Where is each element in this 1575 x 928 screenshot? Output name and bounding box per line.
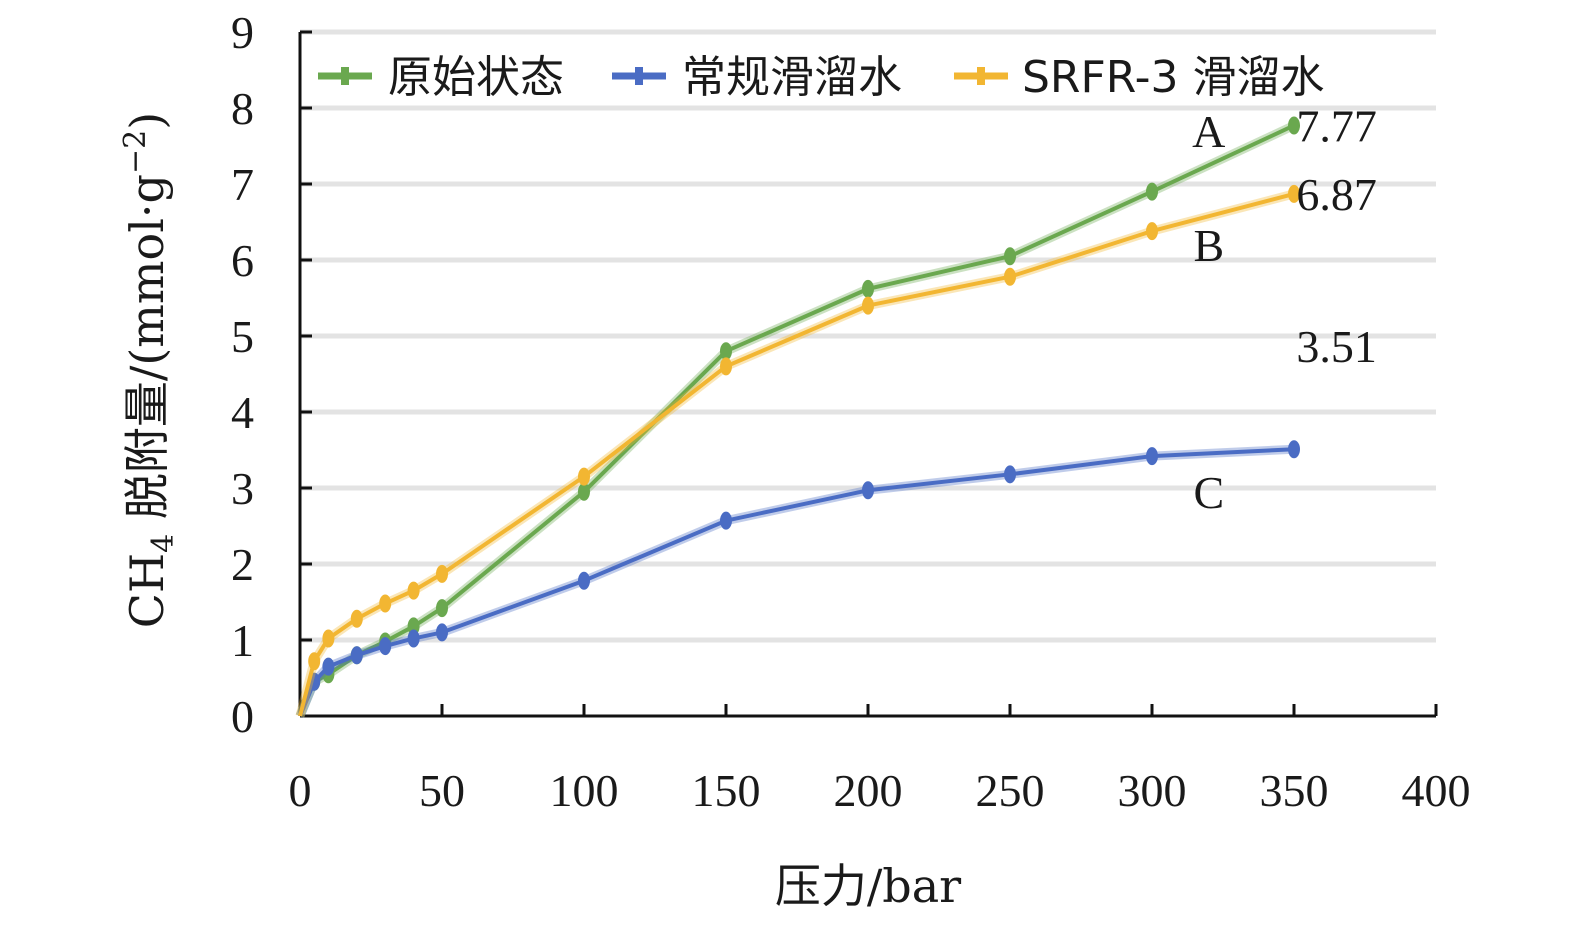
data-point [1288,184,1300,203]
data-point [1146,182,1158,201]
legend-marker [341,67,349,85]
data-point [350,646,363,665]
x-tick-label: 400 [1402,765,1471,816]
y-axis-title: CH4 脱附量/(mmol·g−2) [118,112,181,628]
data-point [1288,116,1300,135]
data-point [1146,222,1158,241]
legend-marker [635,67,643,85]
data-point [436,564,448,583]
data-point [1004,247,1016,266]
series-2 [295,440,1300,718]
data-point [862,279,874,298]
x-tick-label: 100 [550,765,619,816]
series-3 [295,184,1300,718]
data-point [407,629,420,648]
data-point [720,342,732,361]
data-point [436,623,448,642]
x-axis-title: 压力/bar [775,859,961,913]
y-axis-title-text: 脱附量/(mmol·g [120,174,174,534]
data-point [720,511,732,530]
data-point [720,357,732,376]
data-point [407,581,420,600]
legend-marker [977,67,985,85]
data-point [578,467,590,486]
series-lines [295,116,1300,718]
chart-annotation: 6.87 [1296,169,1377,220]
data-point [1288,440,1300,459]
x-tick-label: 0 [289,765,312,816]
x-tick-label: 50 [419,765,465,816]
y-tick-label: 4 [231,387,254,438]
data-point [379,594,392,613]
data-point [578,482,590,501]
chart-annotation: 7.77 [1296,100,1377,151]
data-point [862,481,874,500]
data-point [308,652,321,671]
data-point [322,657,335,676]
tick-marks: 0 50 100 150 200 250 300 350 400 0 1 2 3 4 5 6 7 8 9 [231,7,1471,816]
chart-annotation: B [1193,220,1224,271]
legend-label: SRFR-3 滑溜水 [1022,52,1324,103]
x-tick-label: 300 [1118,765,1187,816]
y-tick-label: 6 [231,235,254,286]
y-axis-title-main: CH [120,553,174,628]
data-point [322,629,335,648]
y-tick-label: 2 [231,539,254,590]
grid-lines [300,29,1436,643]
chart-annotation: 3.51 [1296,321,1377,372]
chart-annotation: C [1193,467,1224,518]
data-point [1004,267,1016,286]
x-tick-label: 150 [692,765,761,816]
y-tick-label: 1 [231,615,254,666]
x-tick-label: 250 [976,765,1045,816]
legend-label: 原始状态 [388,52,564,103]
data-point [862,296,874,315]
data-point [1004,465,1016,484]
y-axis-title-superscript: −2 [118,130,153,174]
y-axis-title-subscript: 4 [146,534,181,553]
y-tick-label: 9 [231,7,254,58]
legend: 原始状态 常规滑溜水 SRFR-3 滑溜水 [318,52,1324,103]
y-axis-title-end: ) [120,112,174,130]
data-point [350,609,363,628]
data-point [578,571,590,590]
legend-label: 常规滑溜水 [682,52,902,103]
y-tick-label: 7 [231,159,254,210]
annotations: A B C 7.77 6.87 3.51 [1192,100,1377,517]
y-tick-label: 0 [231,691,254,742]
y-tick-label: 3 [231,463,254,514]
x-tick-label: 200 [834,765,903,816]
data-point [436,599,448,618]
chart-annotation: A [1192,106,1225,157]
y-tick-label: 8 [231,83,254,134]
data-point [379,637,392,656]
x-tick-label: 350 [1260,765,1329,816]
data-point [1146,447,1158,466]
y-tick-label: 5 [231,311,254,362]
